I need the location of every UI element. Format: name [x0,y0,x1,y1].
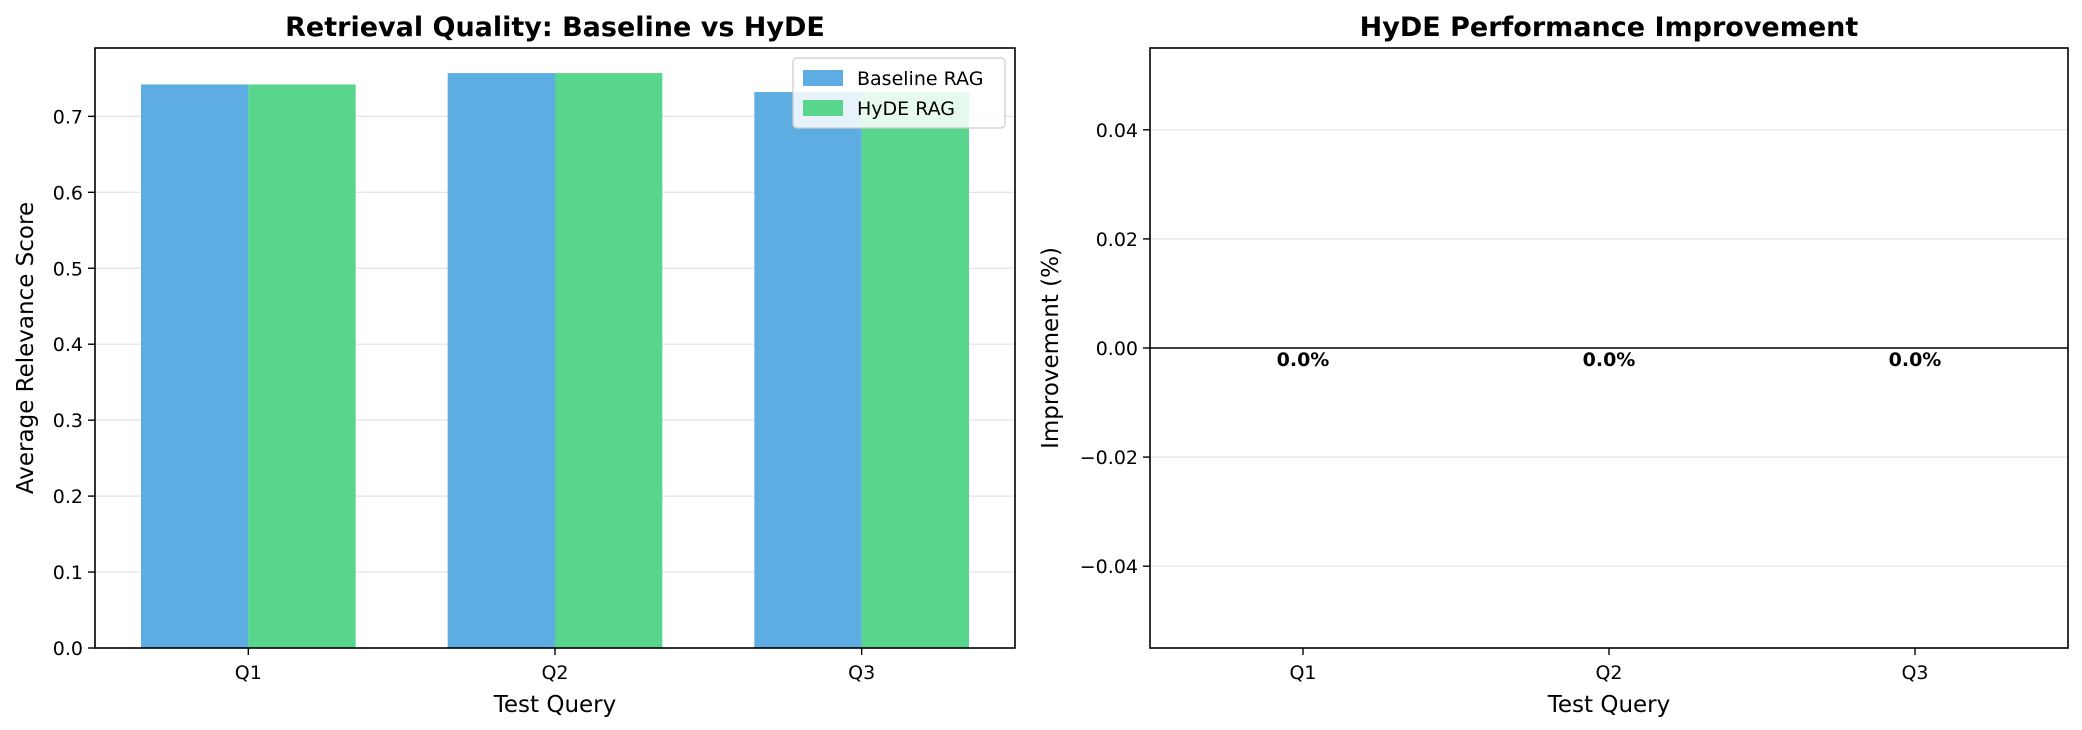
chart-left-legend-box [792,57,1006,129]
chart-right-y-tick-label: 0.02 [1096,229,1138,251]
chart-right-y-ticks: −0.04 −0.02 0.00 0.02 0.04 [1080,120,1150,578]
chart-left-bar [248,84,356,649]
chart-left-x-tick-label: Q3 [848,662,875,684]
chart-left-title: Retrieval Quality: Baseline vs HyDE [285,12,825,43]
chart-right-x-tick-label: Q1 [1289,662,1316,684]
chart-right-y-tick-label: 0.00 [1096,338,1138,360]
chart-right-x-axis-label: Test Query [1547,692,1671,718]
chart-left-bar [555,73,663,648]
chart-left-y-tick-label: 0.0 [53,638,83,660]
chart-left-legend-swatch [803,70,843,86]
chart-left-x-tick-label: Q2 [541,662,568,684]
chart-left-y-tick-label: 0.4 [53,334,83,356]
chart-left-y-ticks: 0.0 0.1 0.2 0.3 0.4 0.5 0.6 0.7 [53,106,95,660]
chart-right-y-tick-label: 0.04 [1096,120,1138,142]
chart-left: Retrieval Quality: Baseline vs HyDE 0.00… [13,12,1016,718]
chart-left-bar [754,92,862,648]
chart-left-y-tick-label: 0.7 [53,106,83,128]
chart-left-y-tick-label: 0.3 [53,410,83,432]
chart-right-x-tick-label: Q3 [1901,662,1928,684]
chart-left-bars [141,73,969,649]
chart-left-bar [861,92,969,648]
chart-right-y-tick-label: −0.04 [1080,556,1138,578]
chart-left-bar [141,84,249,649]
chart-right-x-tick-label: Q2 [1595,662,1622,684]
chart-left-y-tick-label: 0.1 [53,562,83,584]
chart-right-data-label: 0.0% [1889,349,1942,371]
chart-left-y-axis-label: Average Relevance Score [13,202,39,494]
chart-left-bar [447,73,555,648]
chart-right-title: HyDE Performance Improvement [1360,12,1859,43]
chart-right-y-tick-label: −0.02 [1080,447,1138,469]
chart-right-data-label: 0.0% [1583,349,1636,371]
chart-left-y-tick-label: 0.6 [53,182,83,204]
chart-right-y-axis-label: Improvement (%) [1038,247,1064,449]
chart-left-x-axis-label: Test Query [493,692,617,718]
chart-left-legend: Baseline RAG HyDE RAG [792,57,1006,129]
chart-right-data-label: 0.0% [1277,349,1330,371]
chart-left-legend-swatch [803,100,843,116]
chart-right: HyDE Performance Improvement −0.04 −0.02 0… [1038,12,2069,718]
chart-right-grid [1150,129,2068,567]
chart-left-x-ticks: Q1 Q2 Q3 [235,648,875,684]
chart-left-y-tick-label: 0.2 [53,486,83,508]
chart-left-legend-label: HyDE RAG [857,98,955,120]
chart-left-legend-label: Baseline RAG [857,68,983,90]
chart-left-y-tick-label: 0.5 [53,258,83,280]
chart-right-data-labels: 0.0% 0.0% 0.0% [1277,349,1942,371]
chart-right-x-ticks: Q1 Q2 Q3 [1289,648,1929,684]
chart-left-x-tick-label: Q1 [235,662,262,684]
